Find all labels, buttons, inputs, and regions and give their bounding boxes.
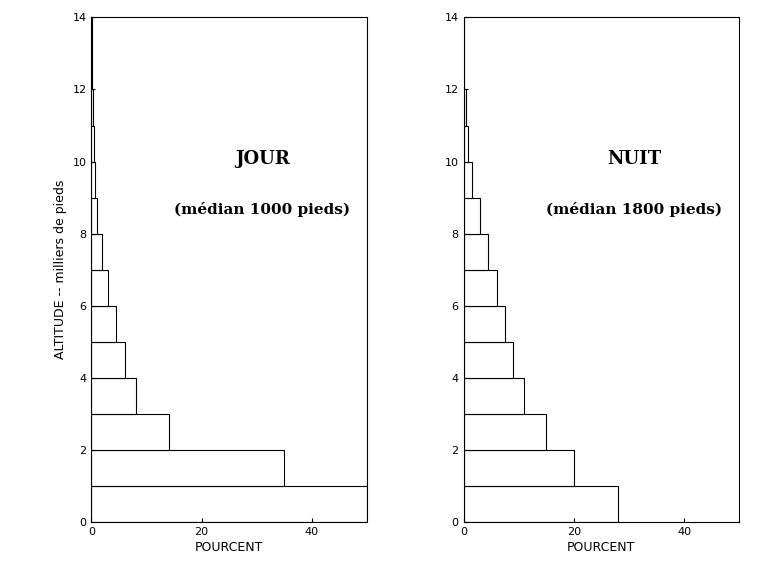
Text: JOUR: JOUR	[235, 150, 290, 168]
Bar	[463, 414, 546, 450]
Bar	[463, 162, 472, 198]
Bar	[91, 125, 94, 162]
Bar	[91, 162, 95, 198]
Bar	[91, 378, 136, 414]
Bar	[463, 234, 488, 270]
Bar	[463, 198, 480, 234]
Bar	[463, 270, 497, 306]
Bar	[463, 125, 468, 162]
Bar	[91, 414, 168, 450]
Text: NUIT: NUIT	[607, 150, 661, 168]
Bar	[463, 306, 505, 342]
Text: (médian 1000 pieds): (médian 1000 pieds)	[174, 202, 351, 217]
Bar	[91, 342, 124, 378]
Bar	[463, 89, 466, 125]
Bar	[463, 486, 618, 522]
Bar	[91, 486, 367, 522]
X-axis label: POURCENT: POURCENT	[567, 541, 636, 554]
Bar	[91, 234, 102, 270]
Bar	[463, 450, 574, 486]
Y-axis label: ALTITUDE -- milliers de pieds: ALTITUDE -- milliers de pieds	[54, 180, 67, 360]
Bar	[463, 342, 513, 378]
Bar	[91, 306, 117, 342]
Bar	[463, 378, 524, 414]
Text: (médian 1800 pieds): (médian 1800 pieds)	[546, 202, 722, 217]
Bar	[91, 270, 108, 306]
Bar	[91, 198, 97, 234]
X-axis label: POURCENT: POURCENT	[195, 541, 264, 554]
Bar	[463, 53, 464, 89]
Bar	[91, 89, 92, 125]
Bar	[91, 450, 284, 486]
